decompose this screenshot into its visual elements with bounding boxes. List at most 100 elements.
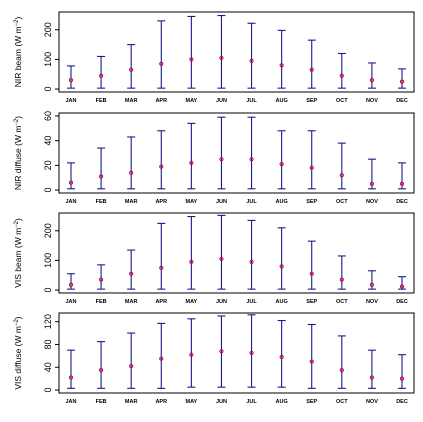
ytick-label: 0: [43, 188, 53, 193]
mean-point-nov: [369, 181, 375, 186]
month-label-mar: MAR: [125, 299, 138, 305]
mean-point-jan: [68, 180, 74, 185]
panel-frame: [58, 112, 415, 194]
month-label-jul: JUL: [246, 199, 257, 205]
mean-point-jul: [249, 350, 254, 356]
mean-point-feb: [98, 174, 104, 179]
month-label-aug: AUG: [276, 399, 288, 405]
ytick-label: 20: [43, 160, 53, 170]
month-label-jun: JUN: [216, 399, 227, 405]
mean-point-aug: [279, 354, 284, 360]
month-label-apr: APR: [155, 299, 167, 305]
mean-point-jan: [68, 78, 74, 83]
y-axis-title: VIS beam (W m−2): [13, 218, 23, 288]
month-label-oct: OCT: [336, 98, 348, 104]
mean-point-jan: [68, 375, 74, 380]
month-label-nov: NOV: [366, 299, 378, 305]
mean-point-mar: [129, 67, 134, 72]
mean-point-apr: [159, 265, 164, 270]
month-label-nov: NOV: [366, 199, 378, 205]
month-label-sep: SEP: [306, 98, 317, 104]
mean-point-may: [189, 160, 194, 165]
month-label-dec: DEC: [396, 399, 408, 405]
month-label-may: MAY: [186, 299, 198, 305]
y-axis-title: VIS diffuse (W m−2): [13, 316, 23, 389]
mean-point-aug: [279, 162, 284, 167]
month-label-feb: FEB: [96, 199, 107, 205]
mean-point-dec: [399, 79, 405, 84]
month-label-feb: FEB: [96, 299, 107, 305]
ytick-label: 200: [43, 22, 53, 37]
month-label-sep: SEP: [306, 299, 317, 305]
mean-point-feb: [98, 73, 104, 78]
mean-point-aug: [279, 264, 284, 269]
mean-point-apr: [159, 61, 164, 66]
month-label-aug: AUG: [276, 199, 288, 205]
mean-point-nov: [369, 375, 375, 380]
panel-2: 0 20 40 60 NIR diffuse (W m−2) JAN FEB MAR APR MA…: [13, 111, 415, 205]
ytick-label: 200: [43, 223, 53, 238]
month-label-apr: APR: [155, 98, 167, 104]
month-label-jan: JAN: [65, 199, 76, 205]
mean-point-sep: [309, 359, 314, 364]
panel-frame: [58, 11, 415, 93]
month-label-jul: JUL: [246, 399, 257, 405]
mean-point-jun: [219, 157, 224, 162]
month-label-oct: OCT: [336, 199, 348, 205]
month-label-mar: MAR: [125, 399, 138, 405]
mean-point-oct: [339, 367, 344, 373]
month-label-feb: FEB: [96, 98, 107, 104]
mean-point-oct: [339, 277, 344, 282]
month-label-nov: NOV: [366, 98, 378, 104]
month-label-sep: SEP: [306, 199, 317, 205]
ytick-label: 0: [43, 87, 53, 92]
mean-point-jun: [219, 55, 224, 61]
panel-1: 0 100 200 NIR beam (W m−2) JAN FEB MAR APR MAY JU…: [13, 11, 415, 104]
month-label-aug: AUG: [276, 299, 288, 305]
mean-point-dec: [399, 376, 405, 381]
mean-point-apr: [159, 356, 164, 361]
mean-point-mar: [129, 170, 134, 175]
month-label-dec: DEC: [396, 299, 408, 305]
mean-point-apr: [159, 164, 164, 169]
month-label-nov: NOV: [366, 399, 378, 405]
month-label-may: MAY: [186, 98, 198, 104]
mean-point-mar: [129, 364, 134, 369]
month-label-apr: APR: [155, 399, 167, 405]
mean-point-jul: [249, 157, 254, 162]
ytick-label: 120: [43, 314, 53, 329]
mean-point-may: [189, 57, 194, 62]
mean-point-mar: [129, 271, 134, 276]
mean-point-feb: [98, 277, 104, 282]
mean-point-jun: [219, 349, 224, 354]
ytick-label: 100: [43, 253, 53, 268]
mean-point-jan: [68, 282, 74, 287]
panel-frame: [58, 312, 415, 394]
month-label-may: MAY: [186, 399, 198, 405]
ytick-label: 100: [43, 52, 53, 67]
month-label-jul: JUL: [246, 98, 257, 104]
mean-point-feb: [98, 367, 104, 373]
month-label-jul: JUL: [246, 299, 257, 305]
mean-point-jul: [249, 58, 254, 63]
month-label-may: MAY: [186, 199, 198, 205]
ytick-label: 0: [43, 288, 53, 293]
month-label-oct: OCT: [336, 299, 348, 305]
ytick-label: 80: [43, 339, 53, 349]
ytick-label: 40: [43, 136, 53, 146]
month-label-jan: JAN: [65, 98, 76, 104]
mean-point-aug: [279, 63, 284, 68]
y-axis-title: NIR diffuse (W m−2): [13, 116, 23, 190]
mean-point-nov: [369, 282, 375, 287]
month-label-jun: JUN: [216, 199, 227, 205]
mean-point-dec: [399, 181, 405, 186]
mean-point-dec: [399, 284, 405, 289]
month-label-dec: DEC: [396, 199, 408, 205]
mean-point-sep: [309, 165, 314, 170]
month-label-oct: OCT: [336, 399, 348, 405]
ytick-label: 60: [43, 111, 53, 121]
month-label-jan: JAN: [65, 299, 76, 305]
month-label-aug: AUG: [276, 98, 288, 104]
mean-point-may: [189, 352, 194, 357]
